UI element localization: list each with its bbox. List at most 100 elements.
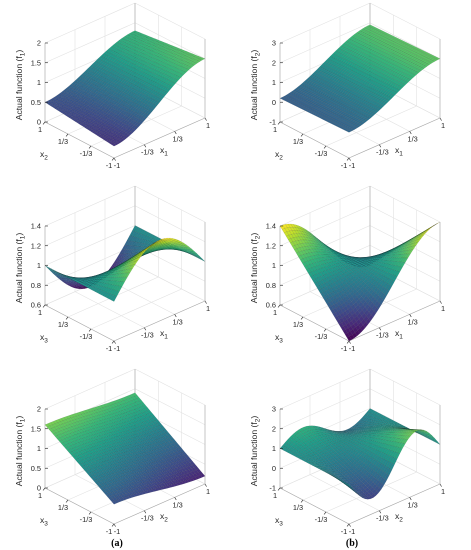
surface-face <box>172 60 178 64</box>
y-tick-label: 1/3 <box>293 320 303 329</box>
z-gridline <box>44 205 136 247</box>
y-tick <box>277 304 281 308</box>
surface-face <box>147 60 154 65</box>
surface-face <box>134 86 140 91</box>
x-tick-label: 1/3 <box>173 317 183 326</box>
surface-face <box>68 95 74 100</box>
surface-face <box>98 80 104 85</box>
surface-face <box>158 43 164 46</box>
z-tick-label: 1 <box>37 261 41 270</box>
z-tick-label: 1.2 <box>266 241 276 250</box>
x-tick-label: -1/3 <box>376 331 389 340</box>
surface-face <box>132 30 138 33</box>
x-axis-title: x1 <box>160 328 168 341</box>
z-tick-label: 1 <box>37 78 41 87</box>
surface-face <box>87 102 93 107</box>
surface-face <box>172 49 178 52</box>
surface-face <box>88 99 94 104</box>
surface-face <box>56 108 63 112</box>
x-tick-label: 1 <box>206 121 210 130</box>
surface-face <box>142 44 148 48</box>
y-axis-title: x3 <box>275 332 283 345</box>
surface-face <box>54 107 61 111</box>
surface-face <box>70 99 76 104</box>
z-tick-label: 2 <box>272 58 276 67</box>
y-tick-label: -1 <box>341 161 348 170</box>
surface-face <box>199 57 206 61</box>
z-tick-label: 1 <box>272 78 276 87</box>
surface-face <box>116 64 122 69</box>
surface-face <box>167 72 173 77</box>
x-axis-line <box>113 117 206 159</box>
surface-face <box>133 65 139 70</box>
surface-face <box>139 84 145 89</box>
z-gridline <box>44 2 136 44</box>
z-tick-label: 1.4 <box>31 222 41 231</box>
z-tick-label: 0.5 <box>31 98 41 107</box>
surface-face <box>134 50 140 55</box>
surface-face <box>172 51 178 55</box>
z-gridline <box>134 2 206 40</box>
surface-face <box>136 87 142 93</box>
surface-face <box>170 59 176 63</box>
surface-face <box>140 53 146 58</box>
surface-face <box>65 86 72 90</box>
y-tick-label: -1/3 <box>315 149 328 158</box>
surface-face <box>149 42 155 46</box>
surface-face <box>71 93 77 97</box>
surface-face <box>162 63 169 67</box>
z-gridline <box>134 368 206 406</box>
surface-face <box>137 35 143 38</box>
z-tick-label: 1 <box>272 261 276 270</box>
surface-face <box>117 99 123 104</box>
surface-face <box>149 40 156 43</box>
surface-face <box>76 92 82 96</box>
y-tick-label: 1/3 <box>58 320 68 329</box>
surface-face <box>113 92 120 98</box>
surface-mesh <box>279 24 441 133</box>
surface-face <box>117 54 124 59</box>
surface-face <box>146 36 152 39</box>
surface-face <box>139 56 145 61</box>
z-axis-title: Actual function (f1) <box>14 50 27 121</box>
surface-face <box>79 73 85 78</box>
x-axis-title: x1 <box>395 328 403 341</box>
z-gridline <box>369 185 441 223</box>
surface-face <box>137 59 143 64</box>
z-tick-label: 2 <box>37 39 41 48</box>
surface-face <box>171 78 177 83</box>
surface-face <box>133 81 139 86</box>
surface-face <box>135 82 141 87</box>
surface-face <box>131 80 137 85</box>
x-axis-title: x1 <box>395 145 403 158</box>
surface-face <box>177 69 183 74</box>
surface-face <box>157 57 163 61</box>
surface-face <box>141 85 147 90</box>
y-axis-title: x3 <box>40 332 48 345</box>
surface-face <box>112 87 118 93</box>
surface-face <box>150 58 156 62</box>
surface-face <box>189 53 196 57</box>
surface-face <box>94 86 101 91</box>
surface-face <box>187 60 194 64</box>
surface-face <box>165 71 171 76</box>
chart-panel-middle-right: 0.60.811.21.4-1-1/31/31-1-1/31/31x1x3Act… <box>249 185 445 353</box>
x-tick-label: 1/3 <box>408 317 418 326</box>
surface-face <box>101 86 107 91</box>
surface-face <box>151 62 158 66</box>
surface-face <box>193 57 199 61</box>
surface-face <box>144 55 150 59</box>
z-tick-label: 0 <box>272 98 276 107</box>
surface-face <box>105 92 111 97</box>
surface-face <box>138 88 144 94</box>
x-tick-label: -1 <box>114 161 121 170</box>
surface-face <box>136 62 142 67</box>
surface-face <box>183 68 190 73</box>
surface-face <box>71 104 77 108</box>
y-tick-label: 1 <box>273 125 277 134</box>
surface-face <box>155 44 161 48</box>
y-tick-label: -1/3 <box>80 149 93 158</box>
surface-face <box>135 55 141 59</box>
surface-face <box>148 68 154 73</box>
surface-face <box>78 77 84 82</box>
